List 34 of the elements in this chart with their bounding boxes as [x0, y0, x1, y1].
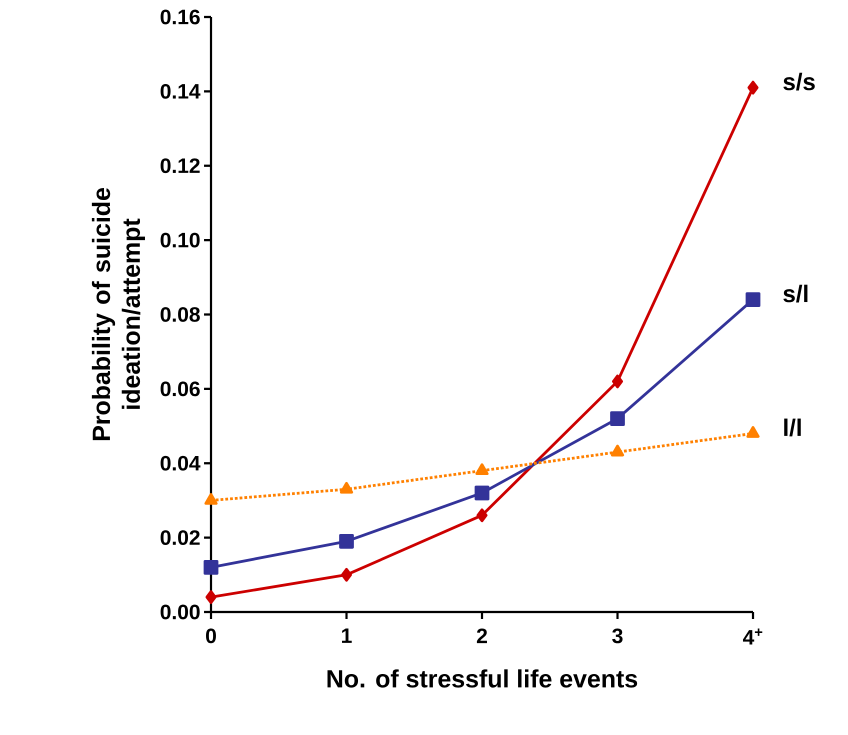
y-tick-label: 0.02 — [160, 530, 200, 546]
point — [204, 493, 218, 505]
point — [340, 482, 354, 494]
y-tick-label: 0.16 — [160, 10, 200, 24]
series-label: s/s — [783, 72, 815, 91]
x-tick-label: 1 — [342, 628, 352, 643]
x-tick-label: 4$^{+}$ — [742, 628, 762, 645]
y-tick-label: 0.00 — [160, 604, 200, 620]
x-tick-label: 2 — [476, 628, 487, 644]
point — [341, 568, 352, 582]
point — [204, 560, 218, 575]
x-axis-title: No. of stressful life events — [328, 669, 638, 688]
point — [612, 374, 624, 388]
point — [748, 80, 759, 95]
point — [610, 411, 625, 426]
point — [476, 508, 488, 522]
y-tick-label: 0.06 — [160, 381, 200, 396]
y-tick-label: 0.08 — [160, 307, 200, 322]
y-axis-title: Probability of suicide ideation/attempt — [92, 188, 145, 440]
x-tick-label: 3 — [612, 628, 623, 644]
series-label: l/l — [784, 418, 801, 436]
point — [339, 534, 354, 549]
point — [475, 463, 489, 476]
series-label: s/l — [783, 284, 808, 303]
point — [474, 486, 490, 500]
point — [610, 444, 624, 456]
y-tick-label: 0.04 — [160, 456, 200, 471]
y-tick-label: 0.14 — [160, 84, 200, 99]
point — [746, 292, 760, 307]
point — [206, 590, 217, 604]
y-tick-label: 0.12 — [160, 158, 200, 174]
y-tick-label: 0.10 — [160, 232, 200, 248]
x-tick-label: 0 — [206, 628, 216, 644]
point — [746, 426, 760, 438]
